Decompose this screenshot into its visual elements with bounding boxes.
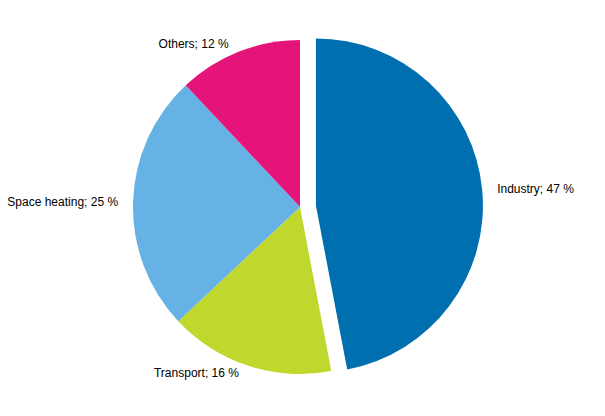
svg-text:Industry; 47 %: Industry; 47 % bbox=[497, 182, 574, 196]
svg-text:Others; 12 %: Others; 12 % bbox=[159, 37, 229, 51]
svg-text:Transport; 16 %: Transport; 16 % bbox=[154, 366, 239, 380]
svg-text:Space heating; 25 %: Space heating; 25 % bbox=[7, 195, 118, 209]
